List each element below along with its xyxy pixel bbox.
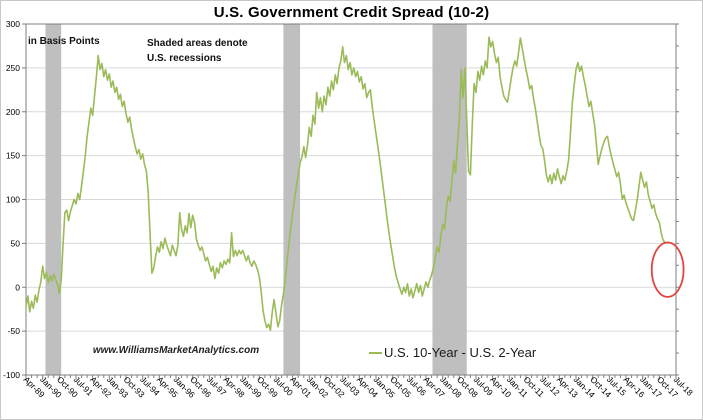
y-axis-label: -50 <box>8 326 21 336</box>
legend: U.S. 10-Year - U.S. 2-Year <box>369 345 536 360</box>
recession-note-line2: U.S. recessions <box>147 53 222 64</box>
recession-note: Shaded areas denote U.S. recessions <box>147 36 248 66</box>
y-axis-label: 250 <box>6 63 20 73</box>
watermark: www.WilliamsMarketAnalytics.com <box>92 345 260 356</box>
highlight-ellipse <box>650 241 685 298</box>
y-axis-label: 0 <box>15 282 20 292</box>
spread-series-line <box>25 36 666 332</box>
units-label: in Basis Points <box>28 36 100 47</box>
legend-label: U.S. 10-Year - U.S. 2-Year <box>384 345 537 360</box>
recession-band <box>45 24 62 375</box>
y-axis-label: 150 <box>6 151 20 161</box>
y-axis-label: 300 <box>6 19 20 29</box>
recession-band <box>283 24 301 375</box>
legend-line-marker <box>369 351 382 354</box>
chart-title: U.S. Government Credit Spread (10-2) <box>213 4 490 21</box>
y-axis-label: 50 <box>11 238 21 248</box>
y-axis-label: 100 <box>6 195 20 205</box>
y-axis-label: 200 <box>6 107 20 117</box>
recession-note-line1: Shaded areas denote <box>147 38 248 49</box>
y-axis-label: -100 <box>3 370 20 380</box>
